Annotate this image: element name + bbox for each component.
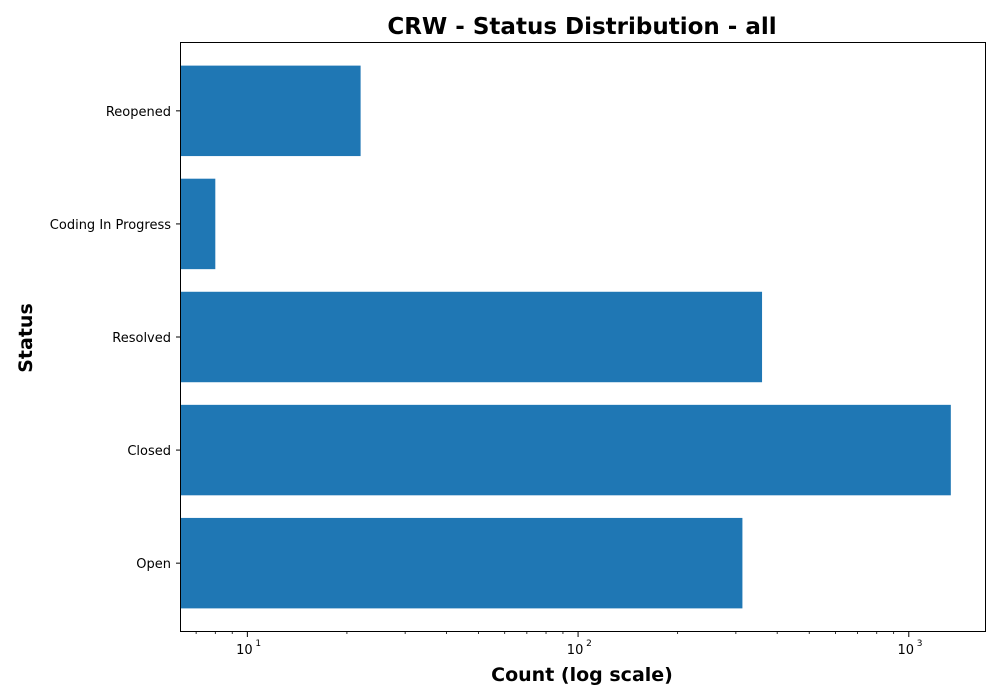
x-tick-label-exponent-10: 1 xyxy=(255,639,261,649)
x-tick-label-100: 10 xyxy=(567,643,584,658)
x-tick-label-exponent-1000: 3 xyxy=(917,639,923,649)
y-tick-label-reopened: Reopened xyxy=(106,105,171,120)
x-tick-label-exponent-100: 2 xyxy=(586,639,592,649)
bar-coding-in-progress xyxy=(181,178,216,270)
bar-open xyxy=(181,517,743,609)
plot-frame xyxy=(180,42,986,632)
x-axis-label: Count (log scale) xyxy=(491,664,673,686)
bar-closed xyxy=(181,404,951,496)
x-axis-ticks: 10 1 10 2 10 3 xyxy=(195,631,923,658)
chart-title: CRW - Status Distribution - all xyxy=(387,14,776,40)
y-tick-label-coding-in-progress: Coding In Progress xyxy=(50,218,171,233)
y-axis-ticks: Open Closed Resolved Coding In Progress Reop… xyxy=(50,105,181,572)
bar-resolved xyxy=(181,291,763,383)
y-axis-label: Status xyxy=(15,303,37,373)
bar-reopened xyxy=(181,65,361,157)
y-tick-label-resolved: Resolved xyxy=(112,331,171,346)
y-tick-label-open: Open xyxy=(136,557,171,572)
y-tick-label-closed: Closed xyxy=(127,444,171,459)
bars-group xyxy=(181,65,951,609)
x-tick-label-1000: 10 xyxy=(898,643,915,658)
x-tick-label-10: 10 xyxy=(236,643,253,658)
